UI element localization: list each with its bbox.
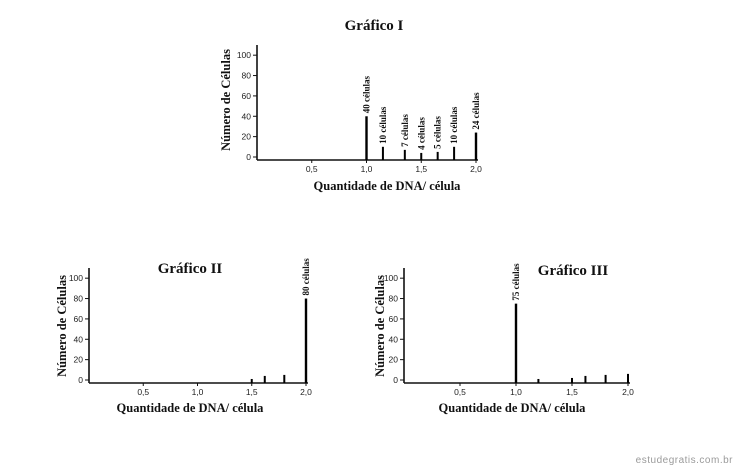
x-tick-label: 1,0: [510, 387, 522, 397]
bar: [474, 132, 478, 160]
chart-2: Gráfico II 0 20 40 60 80 100 0,5 1,0 1,5 2,0 80 cél…: [55, 258, 312, 415]
y-tick-label: 60: [74, 314, 84, 324]
data-label: 10 células: [449, 106, 459, 144]
y-tick-label: 40: [74, 334, 84, 344]
chart-title: Gráfico II: [158, 261, 223, 277]
y-tick-label: 40: [389, 334, 399, 344]
y-tick-label: 60: [389, 314, 399, 324]
y-tick-label: 80: [242, 71, 252, 81]
x-tick-label: 2,0: [622, 387, 634, 397]
bar: [420, 152, 423, 160]
chart-title: Gráfico I: [345, 18, 404, 34]
x-tick-label: 1,5: [246, 387, 258, 397]
y-tick-label: 40: [242, 111, 252, 121]
y-tick-label: 100: [237, 50, 251, 60]
chart-3: Gráfico III 0 20 40 60 80 100 0,5 1,0 1,5 2,0 75 cé…: [373, 263, 634, 415]
bar: [263, 375, 266, 383]
bar: [381, 146, 384, 160]
data-label: 80 células: [301, 258, 311, 296]
bar: [514, 303, 518, 383]
bar: [453, 146, 456, 160]
data-label: 4 células: [416, 117, 426, 150]
data-label: 10 células: [378, 106, 388, 144]
x-tick-label: 2,0: [300, 387, 312, 397]
data-label: 7 células: [400, 114, 410, 147]
y-axis-label: Número de Células: [219, 49, 233, 151]
x-tick-label: 1,0: [361, 164, 373, 174]
x-tick-label: 1,5: [566, 387, 578, 397]
y-axis-label: Número de Células: [55, 275, 69, 377]
bar: [537, 378, 540, 383]
data-label: 24 células: [471, 92, 481, 130]
bar: [436, 151, 439, 160]
y-tick-label: 20: [389, 355, 399, 365]
chart-1: Gráfico I 0 20 40 60 80 100 0,5 1,0 1,5 2,0 40 célu…: [219, 18, 482, 193]
data-label: 5 células: [433, 116, 443, 149]
y-tick-label: 20: [242, 132, 252, 142]
x-tick-label: 1,0: [192, 387, 204, 397]
x-tick-label: 1,5: [415, 164, 427, 174]
x-axis-label: Quantidade de DNA/ célula: [314, 179, 462, 193]
chart-title: Gráfico III: [538, 263, 609, 279]
y-tick-label: 0: [246, 152, 251, 162]
y-tick-label: 100: [69, 273, 83, 283]
bar: [403, 149, 406, 160]
watermark: estudegratis.com.br: [635, 455, 733, 466]
x-axis-label: Quantidade de DNA/ célula: [117, 401, 265, 415]
bar: [250, 378, 253, 383]
y-tick-label: 100: [384, 273, 398, 283]
bar: [571, 377, 573, 383]
x-tick-label: 0,5: [137, 387, 149, 397]
data-label: 40 células: [362, 76, 372, 114]
bar: [627, 373, 629, 383]
bar: [584, 375, 587, 383]
x-tick-label: 0,5: [454, 387, 466, 397]
bar: [283, 374, 286, 383]
y-tick-label: 60: [242, 91, 252, 101]
bar: [365, 116, 368, 160]
y-axis-label: Número de Células: [373, 275, 387, 377]
bar: [604, 374, 607, 383]
y-tick-label: 80: [74, 294, 84, 304]
y-tick-label: 0: [78, 375, 83, 385]
x-axis-label: Quantidade de DNA/ célula: [439, 401, 587, 415]
y-tick-label: 20: [74, 355, 84, 365]
y-tick-label: 80: [389, 294, 399, 304]
x-tick-label: 2,0: [470, 164, 482, 174]
x-tick-label: 0,5: [306, 164, 318, 174]
bar: [304, 298, 308, 383]
data-label: 75 células: [511, 263, 521, 301]
y-tick-label: 0: [393, 375, 398, 385]
